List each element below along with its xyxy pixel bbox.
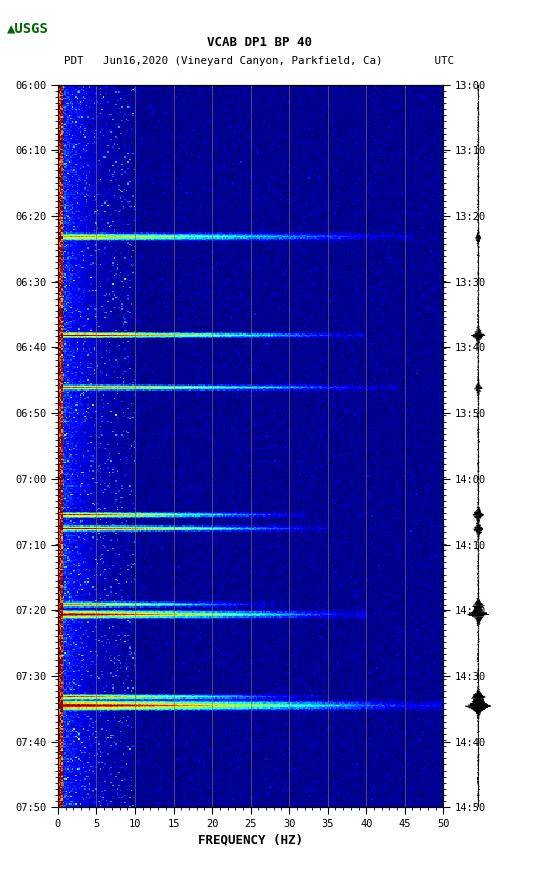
X-axis label: FREQUENCY (HZ): FREQUENCY (HZ) — [198, 833, 303, 847]
Text: PDT   Jun16,2020 (Vineyard Canyon, Parkfield, Ca)        UTC: PDT Jun16,2020 (Vineyard Canyon, Parkfie… — [65, 55, 454, 66]
Text: ▲USGS: ▲USGS — [7, 21, 49, 36]
Text: VCAB DP1 BP 40: VCAB DP1 BP 40 — [207, 37, 312, 49]
